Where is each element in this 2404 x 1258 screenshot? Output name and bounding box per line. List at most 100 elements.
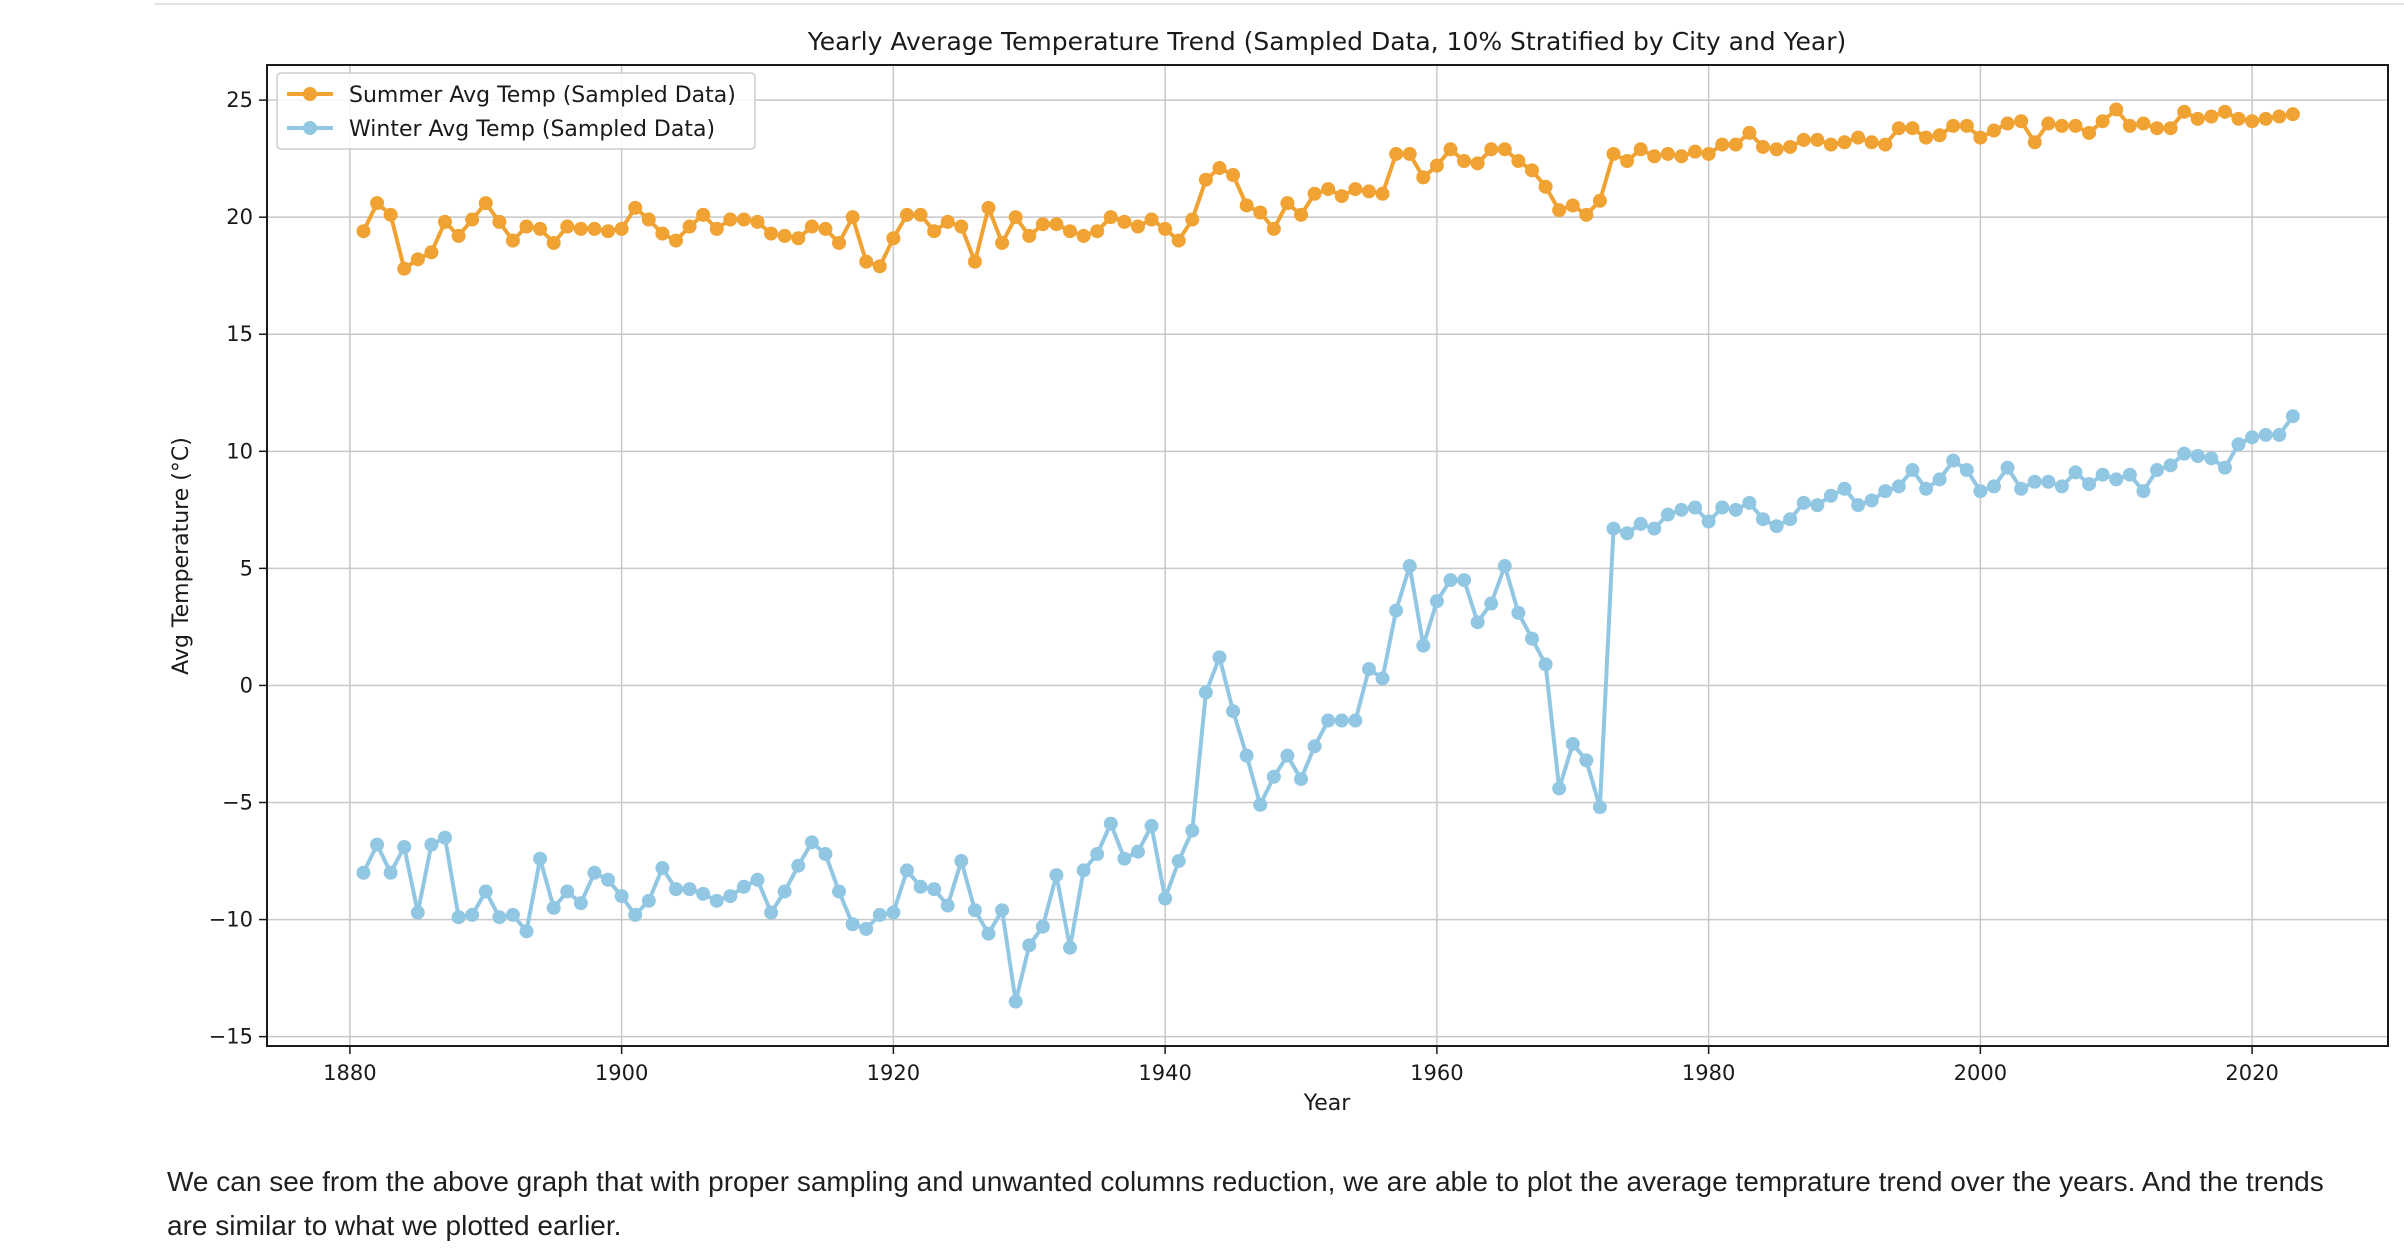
summer-data-point	[709, 221, 724, 236]
winter-data-point	[1144, 818, 1159, 833]
winter-data-point	[2068, 465, 2083, 480]
summer-data-point	[1919, 130, 1934, 145]
summer-data-point	[1878, 137, 1893, 152]
summer-data-point	[492, 214, 507, 229]
winter-data-point	[1688, 500, 1703, 515]
summer-data-point	[1294, 207, 1309, 222]
summer-data-point	[546, 235, 561, 250]
winter-data-point	[655, 861, 670, 876]
winter-data-point	[1769, 519, 1784, 534]
winter-data-point	[1783, 512, 1798, 527]
summer-data-point	[1470, 156, 1485, 171]
summer-data-point	[1986, 123, 2001, 138]
summer-data-point	[655, 226, 670, 241]
summer-data-point	[397, 261, 412, 276]
winter-data-point	[1810, 498, 1825, 513]
y-axis-ticks: −15 −10 −5 0 5 10 15 20 25	[209, 88, 267, 1049]
winter-data-point	[2150, 463, 2165, 478]
summer-data-point	[736, 212, 751, 227]
summer-data-point	[668, 233, 683, 248]
y-tick-label: 20	[226, 205, 253, 229]
winter-data-point	[818, 847, 833, 862]
winter-data-point	[2204, 451, 2219, 466]
summer-data-point	[1008, 210, 1023, 225]
winter-series	[356, 409, 2300, 1009]
summer-data-point	[1049, 217, 1064, 232]
x-tick-label: 1880	[323, 1061, 376, 1085]
summer-data-point	[1198, 172, 1213, 187]
winter-data-point	[1715, 500, 1730, 515]
winter-data-point	[1919, 481, 1934, 496]
summer-data-point	[1389, 146, 1404, 161]
winter-data-point	[1389, 603, 1404, 618]
winter-data-point	[940, 898, 955, 913]
winter-data-point	[1130, 844, 1145, 859]
winter-data-point	[1620, 526, 1635, 541]
summer-data-point	[1212, 161, 1227, 176]
summer-data-point	[1769, 142, 1784, 157]
winter-data-point	[1117, 851, 1132, 866]
summer-data-point	[1117, 214, 1132, 229]
winter-data-point	[1239, 748, 1254, 763]
summer-data-point	[1022, 228, 1037, 243]
winter-data-point	[913, 879, 928, 894]
winter-data-point	[1742, 495, 1757, 510]
winter-data-point	[641, 893, 656, 908]
summer-data-point	[995, 235, 1010, 250]
summer-data-point	[2150, 121, 2165, 136]
x-axis-label: Year	[1303, 1091, 1352, 1116]
winter-data-point	[1484, 596, 1499, 611]
summer-data-point	[845, 210, 860, 225]
summer-data-point	[1090, 224, 1105, 239]
summer-data-point	[2177, 104, 2192, 119]
output-cell-border	[154, 0, 2404, 5]
summer-data-point	[2068, 118, 2083, 133]
summer-data-point	[1592, 193, 1607, 208]
summer-data-point	[465, 212, 480, 227]
summer-data-point	[1497, 142, 1512, 157]
summer-data-point	[451, 228, 466, 243]
winter-data-point	[1226, 704, 1241, 719]
summer-data-point	[764, 226, 779, 241]
winter-data-point	[478, 884, 493, 899]
winter-data-point	[696, 886, 711, 901]
winter-data-point	[995, 903, 1010, 918]
summer-data-point	[1402, 146, 1417, 161]
summer-data-point	[1864, 135, 1879, 150]
summer-data-point	[478, 196, 493, 211]
winter-data-point	[1946, 453, 1961, 468]
winter-data-point	[1538, 657, 1553, 672]
winter-data-point	[1307, 739, 1322, 754]
winter-data-point	[1348, 713, 1363, 728]
summer-data-point	[1443, 142, 1458, 157]
winter-data-point	[1212, 650, 1227, 665]
winter-data-point	[465, 907, 480, 922]
summer-data-point	[1158, 221, 1173, 236]
summer-data-point	[1579, 207, 1594, 222]
x-tick-label: 1920	[867, 1061, 920, 1085]
summer-data-point	[1633, 142, 1648, 157]
winter-data-point	[2163, 458, 2178, 473]
summer-data-point	[723, 212, 738, 227]
winter-data-point	[777, 884, 792, 899]
winter-data-point	[410, 905, 425, 920]
summer-data-point	[954, 219, 969, 234]
summer-data-point	[2258, 111, 2273, 126]
winter-data-point	[682, 882, 697, 897]
summer-data-point	[1959, 118, 1974, 133]
summer-data-point	[1973, 130, 1988, 145]
y-tick-label: 25	[226, 88, 253, 112]
winter-data-point	[546, 900, 561, 915]
analysis-caption: We can see from the above graph that wit…	[167, 1166, 2324, 1241]
summer-data-point	[424, 245, 439, 260]
winter-data-point	[804, 835, 819, 850]
winter-data-point	[1592, 800, 1607, 815]
x-tick-label: 1960	[1410, 1061, 1463, 1085]
winter-data-point	[2217, 460, 2232, 475]
winter-data-point	[1959, 463, 1974, 478]
summer-data-point	[1837, 135, 1852, 150]
plot-frame	[266, 64, 2389, 1047]
summer-data-point	[967, 254, 982, 269]
winter-data-point	[859, 921, 874, 936]
summer-data-point	[818, 221, 833, 236]
